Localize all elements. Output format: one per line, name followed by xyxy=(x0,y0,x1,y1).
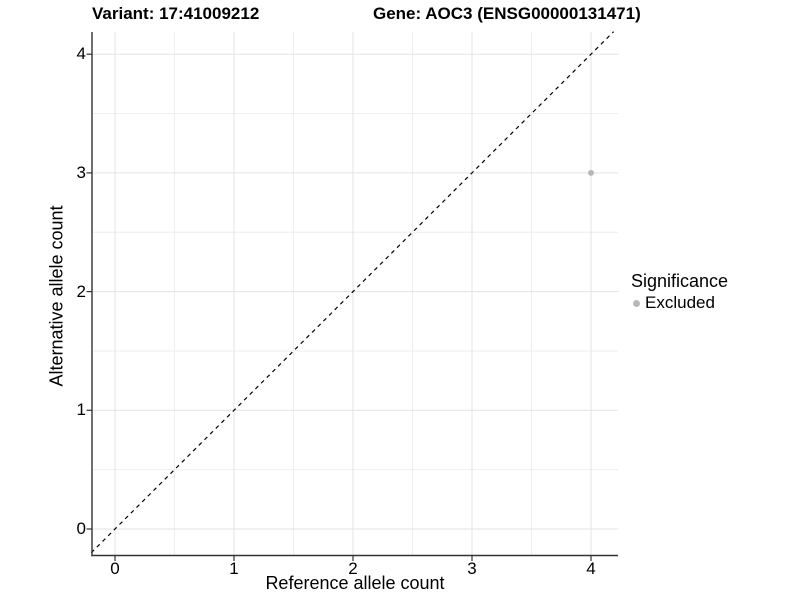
y-tick-label-2: 2 xyxy=(76,281,86,301)
legend-item-label: Excluded xyxy=(645,293,715,312)
x-tick-label-4: 4 xyxy=(586,559,596,578)
legend: Significance Excluded xyxy=(631,271,728,313)
y-tick-label-4: 4 xyxy=(76,44,86,64)
y-tick-label-1: 1 xyxy=(76,400,86,420)
y-tick-label-3: 3 xyxy=(76,162,86,182)
gene-title: Gene: AOC3 (ENSG00000131471) xyxy=(373,4,641,23)
variant-title: Variant: 17:41009212 xyxy=(92,4,260,23)
data-point-excluded xyxy=(588,169,594,176)
x-tick-label-3: 3 xyxy=(467,559,477,578)
y-tick-label-0: 0 xyxy=(76,519,86,538)
legend-item-excluded: Excluded xyxy=(631,293,728,313)
legend-title: Significance xyxy=(631,271,729,291)
x-axis-label: Reference allele count xyxy=(265,573,445,593)
identity-line xyxy=(90,31,615,554)
x-tick-label-0: 0 xyxy=(110,559,120,578)
x-tick-label-2: 2 xyxy=(348,559,358,578)
excluded-point-icon xyxy=(633,299,640,307)
x-tick-label-1: 1 xyxy=(229,559,239,578)
